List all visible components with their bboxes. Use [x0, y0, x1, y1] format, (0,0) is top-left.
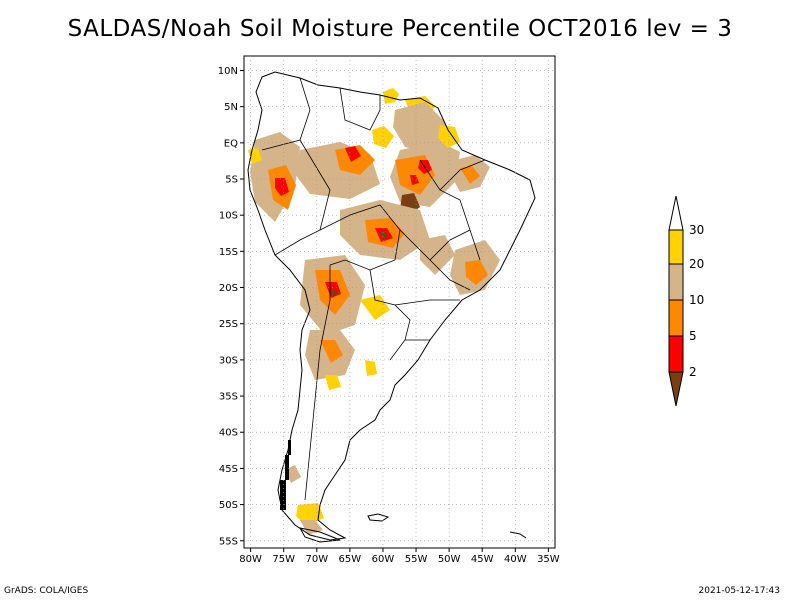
colorbar-label: 2	[689, 365, 697, 379]
colorbar-label: 20	[689, 257, 704, 271]
border-line	[369, 269, 411, 361]
lat-tick-label: 20S	[219, 283, 238, 294]
fjord-mark	[285, 455, 289, 480]
lat-tick-label: 50S	[219, 500, 238, 511]
lon-tick-label: 40W	[504, 554, 527, 565]
lat-tick-label: EQ	[224, 138, 238, 149]
lon-tick-label: 50W	[438, 554, 461, 565]
colorbar-label: 10	[689, 293, 704, 307]
colorbar-label: 30	[689, 223, 704, 237]
shade-region	[360, 295, 390, 320]
shade-region	[345, 146, 361, 162]
map-frame	[243, 55, 556, 549]
chile-fjords	[280, 440, 291, 510]
shade-region	[325, 375, 341, 390]
shade-region	[320, 340, 343, 363]
colorbar-segment-20	[668, 263, 684, 301]
timestamp: 2021-05-12-17:43	[698, 586, 781, 596]
map-plot-area: 10N5NEQ5S10S15S20S25S30S35S40S45S50S55S …	[218, 55, 560, 565]
border-line	[319, 204, 401, 271]
lon-tick-label: 60W	[372, 554, 395, 565]
shade-region	[335, 145, 375, 175]
map-title: SALDAS/Noah Soil Moisture Percentile OCT…	[67, 16, 733, 42]
shade-region	[330, 290, 338, 296]
shade-region	[275, 178, 289, 196]
shade-region	[383, 88, 399, 104]
fjord-mark	[288, 440, 291, 455]
map-ticks	[240, 69, 549, 552]
lat-tick-label: 35S	[219, 392, 238, 403]
border-line	[304, 265, 331, 501]
tierra-del-fuego-outline	[299, 527, 341, 543]
shade-region	[420, 235, 455, 275]
colorbar-segment-30	[668, 229, 684, 265]
colorbar-segment-5	[668, 335, 684, 373]
lat-tick-label: 10N	[218, 66, 238, 77]
border-line	[394, 299, 460, 306]
lon-tick-label: 80W	[239, 554, 262, 565]
shade-region	[365, 360, 377, 376]
lon-tick-label: 45W	[471, 554, 494, 565]
lat-tick-label: 5N	[224, 102, 238, 113]
lon-tick-label: 75W	[272, 554, 295, 565]
shade-region	[460, 166, 480, 184]
border-line	[429, 229, 471, 261]
border-line	[419, 159, 481, 261]
lat-tick-label: 25S	[219, 319, 238, 330]
colorbar-segment-10	[668, 299, 684, 337]
lat-tick-label: 45S	[219, 464, 238, 475]
colorbar-top-arrow	[668, 195, 684, 231]
latitude-labels: 10N 5N EQ 5S 10S 15S 20S 25S 30S 35S 40S 45S 50S 55S	[218, 66, 238, 547]
lon-tick-label: 35W	[537, 554, 560, 565]
lat-tick-label: 15S	[219, 247, 238, 258]
country-borders	[261, 77, 486, 501]
lat-tick-label: 40S	[219, 428, 238, 439]
border-line	[399, 229, 471, 291]
lat-tick-label: 55S	[219, 536, 238, 547]
colorbar-bottom-arrow	[668, 371, 684, 407]
border-line	[339, 87, 381, 131]
colorbar-legend: 2 5 10 20 30	[668, 195, 704, 407]
lat-tick-label: 30S	[219, 355, 238, 366]
lat-tick-label: 10S	[219, 211, 238, 222]
lat-tick-label: 5S	[225, 175, 238, 186]
shade-region	[465, 260, 488, 285]
grads-credit: GrADS: COLA/IGES	[4, 586, 89, 596]
border-line	[394, 374, 406, 386]
falklands-outline	[367, 513, 390, 522]
percentile-shading	[248, 88, 500, 535]
border-line	[439, 159, 486, 191]
lon-tick-label: 70W	[305, 554, 328, 565]
colorbar-label: 5	[689, 329, 697, 343]
longitude-labels: 80W 75W 70W 65W 60W 55W 50W 45W 40W 35W	[239, 554, 559, 565]
lon-tick-label: 55W	[405, 554, 428, 565]
shade-region	[380, 232, 388, 239]
fjord-mark	[280, 480, 286, 510]
south-georgia-outline	[509, 531, 527, 539]
shade-region	[410, 175, 419, 185]
south-america-outline	[247, 71, 536, 541]
border-line	[261, 77, 311, 151]
lon-tick-label: 65W	[339, 554, 362, 565]
